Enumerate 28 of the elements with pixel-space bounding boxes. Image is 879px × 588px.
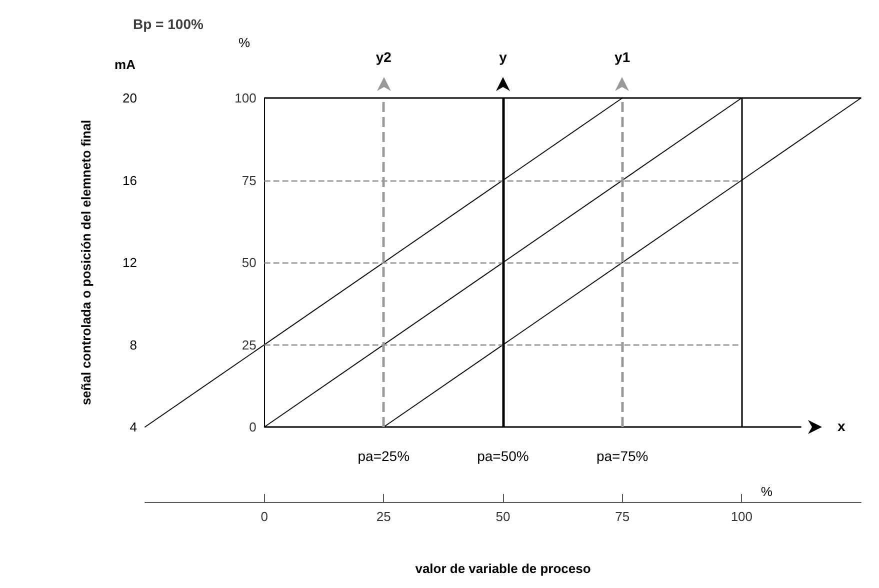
y-tick-label: 4 (130, 420, 137, 434)
text: % (760, 484, 773, 499)
y2-tick-label: 0 (249, 420, 256, 434)
y-axis-title: señal controlada o posición del elemneto final (78, 120, 94, 406)
text: % (238, 35, 251, 50)
y2-tick-label: 100 (234, 90, 256, 106)
text: pa=25% (358, 448, 410, 464)
text: pa=75% (596, 448, 648, 464)
y2-tick-label: 75 (242, 172, 256, 188)
ref-line-label: y (499, 49, 508, 65)
text: mA (114, 57, 136, 72)
text: pa=50% (477, 448, 529, 464)
y-tick-label: 12 (122, 255, 137, 270)
ref-line-label: y1 (614, 49, 630, 65)
x-tick-label: 75 (615, 509, 630, 524)
x-tick-label: 100 (730, 509, 753, 524)
x-axis-title: valor de variable de proceso (415, 561, 591, 576)
ref-line-label: y2 (376, 49, 392, 65)
ref-line-label: x (837, 418, 846, 434)
y-tick-label: 16 (122, 172, 137, 188)
y2-tick-label: 50 (242, 255, 256, 270)
x-tick-label: 50 (496, 509, 510, 524)
y2-tick-label: 25 (242, 337, 256, 352)
x-tick-label: 0 (260, 509, 268, 524)
x-tick-label: 25 (376, 509, 391, 524)
y-tick-label: 20 (122, 90, 137, 106)
chart-title: Bp = 100% (133, 16, 204, 32)
y-tick-label: 8 (130, 337, 137, 352)
